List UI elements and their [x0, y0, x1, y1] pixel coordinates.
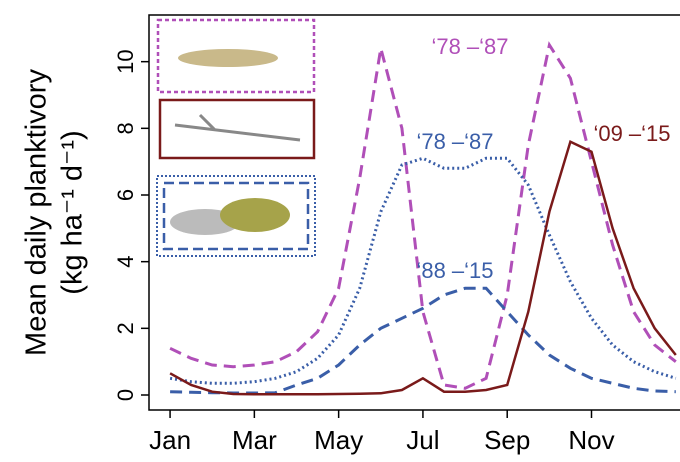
series-label: ‘78 –‘87 [431, 34, 508, 59]
x-tick-label: May [314, 425, 363, 455]
mysis-icon [174, 113, 301, 142]
series-line [169, 139, 677, 396]
x-tick-label: Nov [568, 425, 614, 455]
perch-icon [220, 198, 290, 232]
series-line [170, 286, 676, 395]
y-tick-label: 6 [113, 189, 138, 201]
cisco-icon [178, 49, 278, 67]
y-axis-label: (kg ha⁻¹ d⁻¹) [57, 130, 89, 294]
plot-frame [148, 14, 680, 411]
x-tick-label: Sep [484, 425, 530, 455]
series-label: ‘78 –‘87 [416, 129, 493, 154]
y-tick-label: 2 [113, 322, 138, 334]
y-axis-label: Mean daily planktivory [21, 69, 53, 356]
series-label: ‘88 –‘15 [416, 258, 493, 283]
y-tick-label: 0 [113, 389, 138, 401]
x-tick-label: Jan [149, 425, 191, 455]
y-tick-label: 10 [113, 49, 138, 73]
fish-legend [156, 18, 316, 257]
y-tick-label: 4 [113, 256, 138, 268]
x-tick-label: Jul [406, 425, 439, 455]
x-tick-label: Mar [232, 425, 277, 455]
series-line [169, 41, 677, 390]
cisco-box [156, 18, 316, 94]
series-label: ‘09 –‘15 [593, 121, 670, 146]
y-tick-label: 8 [113, 122, 138, 134]
percid-box-outer [156, 175, 316, 257]
mysis-box [158, 98, 316, 160]
